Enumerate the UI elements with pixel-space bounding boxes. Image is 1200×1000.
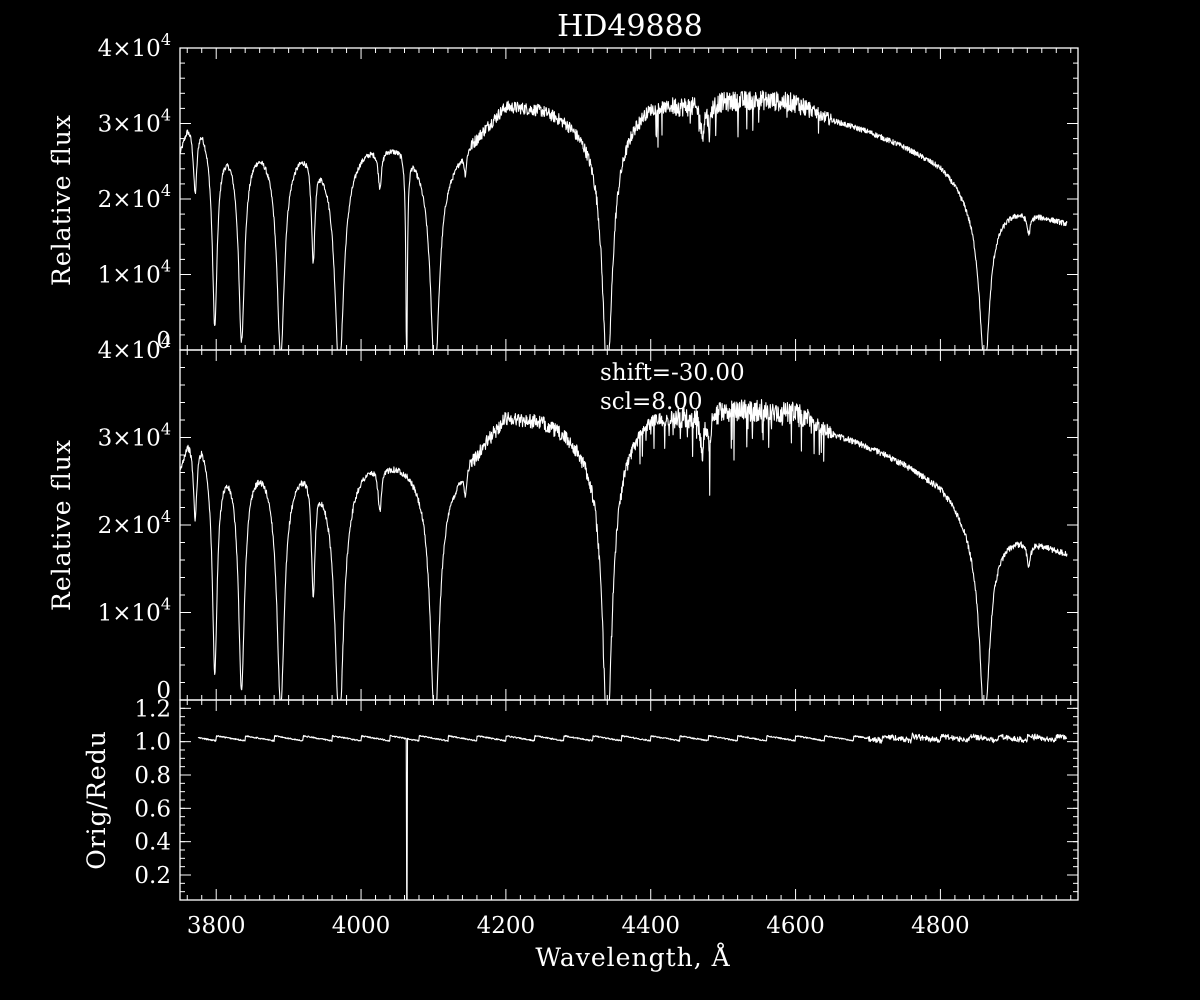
panel-3-y-tick-label: 1.0 (134, 730, 171, 756)
panel-1-y-tick-label: 0 (156, 328, 171, 354)
x-tick-label: 4200 (477, 913, 536, 939)
panel-3-y-tick-label: 0.8 (134, 763, 171, 789)
panel-1-y-tick-label: 2×104 (98, 181, 171, 213)
panel-2-y-tick-label: 3×104 (98, 420, 171, 452)
panel-2-y-axis-label: Relative flux (47, 439, 76, 611)
panel-1-y-tick-label: 4×104 (98, 30, 171, 62)
panel-3-y-tick-label: 0.2 (134, 863, 171, 889)
x-tick-label: 3800 (187, 913, 246, 939)
panel-original-spectrum: Relative flux 0 1×104 2×104 3×104 4×104 (47, 30, 1079, 354)
x-tick-label: 4600 (766, 913, 825, 939)
x-tick-label: 4000 (332, 913, 391, 939)
panel-2-y-tick-label: 2×104 (98, 507, 171, 539)
panel-3-y-tick-label: 0.6 (134, 796, 171, 822)
panel-2-y-tick-label: 4×104 (98, 332, 171, 364)
x-tick-label: 4400 (621, 913, 680, 939)
panel-2-spectrum-line (179, 398, 1068, 701)
x-tick-label: 4800 (911, 913, 970, 939)
panel-3-y-tick-label: 1.2 (134, 696, 171, 722)
panel-1-y-tick-label: 3×104 (98, 106, 171, 138)
panel-3-y-tick-label: 0.4 (134, 830, 171, 856)
figure-title: HD49888 (557, 9, 703, 44)
x-axis-label: Wavelength, Å (535, 942, 730, 972)
panel-ratio: Orig/Redu Wavelength, Å 3800 4000 4200 4400… (82, 696, 1079, 972)
panel-2-y-tick-label: 0 (156, 678, 171, 704)
panel-reduced-spectrum: Relative flux shift=-30.00 scl=8.00 0 1×1… (47, 332, 1079, 704)
panel-1-y-axis-label: Relative flux (47, 114, 76, 286)
scale-annotation: scl=8.00 (600, 389, 703, 415)
panel-1-spectrum-line (179, 90, 1068, 351)
panel-2-y-tick-label: 1×104 (98, 595, 171, 627)
ratio-line (197, 732, 1068, 901)
panel-1-y-tick-label: 1×104 (98, 257, 171, 289)
panel-3-y-axis-label: Orig/Redu (82, 730, 111, 870)
shift-annotation: shift=-30.00 (600, 360, 745, 386)
